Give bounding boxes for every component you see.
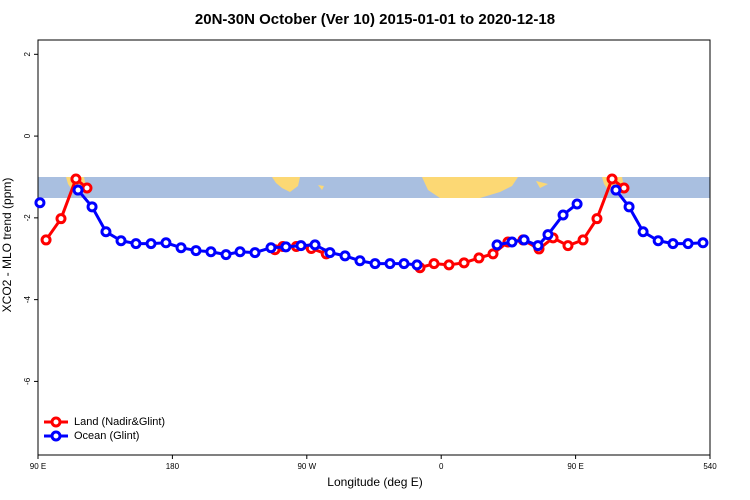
data-point bbox=[532, 240, 544, 252]
data-point bbox=[324, 247, 336, 259]
data-point bbox=[542, 229, 554, 241]
legend-marker bbox=[50, 430, 62, 442]
data-point bbox=[55, 213, 67, 225]
y-tick-label: -2 bbox=[23, 214, 32, 222]
data-point bbox=[428, 258, 440, 270]
data-point bbox=[265, 242, 277, 254]
data-point bbox=[557, 209, 569, 221]
data-point bbox=[571, 198, 583, 210]
x-tick-label: 90 W bbox=[297, 462, 316, 471]
data-point bbox=[100, 226, 112, 238]
map-land bbox=[272, 177, 300, 192]
data-point bbox=[491, 239, 503, 251]
data-point bbox=[652, 235, 664, 247]
data-point bbox=[40, 234, 52, 246]
data-point bbox=[697, 237, 709, 249]
data-point bbox=[175, 242, 187, 254]
data-point bbox=[591, 213, 603, 225]
y-tick-label: -6 bbox=[23, 377, 32, 385]
data-point bbox=[398, 258, 410, 270]
data-point bbox=[295, 240, 307, 252]
map-ocean bbox=[38, 177, 710, 198]
legend-label: Land (Nadir&Glint) bbox=[74, 416, 165, 428]
map-land bbox=[318, 185, 324, 190]
data-point bbox=[606, 173, 618, 185]
legend-label: Ocean (Glint) bbox=[74, 430, 139, 442]
series-line bbox=[76, 189, 704, 267]
chart-title: 20N-30N October (Ver 10) 2015-01-01 to 2… bbox=[195, 11, 555, 28]
data-point bbox=[34, 197, 46, 209]
data-point bbox=[70, 173, 82, 185]
data-point bbox=[354, 255, 366, 267]
data-point bbox=[280, 241, 292, 253]
y-tick-label: 0 bbox=[23, 133, 32, 138]
data-point bbox=[145, 238, 157, 250]
data-point bbox=[369, 258, 381, 270]
y-axis-label: XCO2 - MLO trend (ppm) bbox=[0, 178, 14, 313]
x-tick-label: 90 E bbox=[30, 462, 46, 471]
data-point bbox=[506, 236, 518, 248]
data-point bbox=[562, 240, 574, 252]
data-point bbox=[577, 234, 589, 246]
map-land bbox=[536, 181, 548, 188]
x-tick-label: 540 bbox=[703, 462, 717, 471]
data-point bbox=[205, 246, 217, 258]
data-point bbox=[443, 259, 455, 271]
plot-frame bbox=[37, 39, 711, 456]
data-point bbox=[384, 258, 396, 270]
y-tick-label: 2 bbox=[23, 52, 32, 57]
data-point bbox=[682, 238, 694, 250]
x-tick-label: 0 bbox=[439, 462, 444, 471]
map-land bbox=[422, 177, 518, 198]
data-point bbox=[220, 249, 232, 261]
legend-marker bbox=[50, 416, 62, 428]
data-point bbox=[473, 252, 485, 264]
data-point bbox=[309, 239, 321, 251]
data-point bbox=[458, 257, 470, 269]
data-point bbox=[610, 184, 622, 196]
data-point bbox=[190, 245, 202, 257]
data-point bbox=[160, 237, 172, 249]
data-point bbox=[86, 201, 98, 213]
data-point bbox=[249, 247, 261, 259]
data-point bbox=[339, 250, 351, 262]
data-point bbox=[411, 259, 423, 271]
data-point bbox=[487, 248, 499, 260]
data-point bbox=[518, 234, 530, 246]
y-tick-label: -4 bbox=[23, 296, 32, 304]
data-point bbox=[115, 235, 127, 247]
data-point bbox=[72, 184, 84, 196]
data-point bbox=[667, 238, 679, 250]
data-point bbox=[623, 201, 635, 213]
x-tick-label: 180 bbox=[166, 462, 180, 471]
x-tick-label: 90 E bbox=[567, 462, 583, 471]
x-axis-label: Longitude (deg E) bbox=[327, 475, 422, 489]
data-point bbox=[637, 226, 649, 238]
data-point bbox=[234, 246, 246, 258]
data-point bbox=[81, 182, 93, 194]
data-point bbox=[130, 238, 142, 250]
